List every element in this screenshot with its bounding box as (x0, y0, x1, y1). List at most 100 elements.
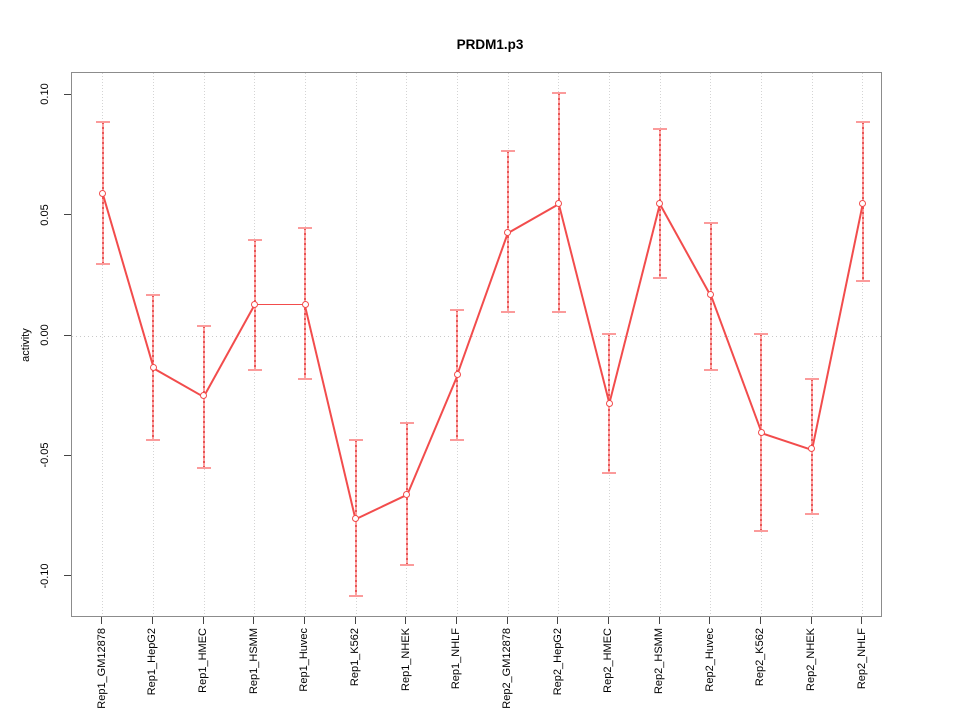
error-cap-upper (399, 421, 414, 424)
data-point-marker (605, 399, 613, 407)
x-tick-label: Rep2_NHEK (805, 628, 818, 691)
error-cap-lower (653, 277, 668, 280)
x-tick-label: Rep2_GM12878 (501, 628, 514, 709)
x-tick-label: Rep2_HMEC (602, 628, 615, 693)
x-tick-label: Rep1_HSMM (247, 628, 260, 695)
y-axis-title: activity (20, 328, 32, 362)
plot-area (71, 72, 882, 617)
error-cap-upper (298, 226, 313, 229)
grid-line-vertical (862, 73, 864, 616)
data-point-marker (200, 392, 208, 400)
line-segment (101, 193, 155, 368)
x-tick-label: Rep1_NHLF (450, 628, 463, 690)
grid-line-vertical (811, 73, 813, 616)
grid-line-vertical (507, 73, 509, 616)
x-axis-tick (506, 617, 508, 624)
error-cap-upper (551, 91, 566, 94)
x-axis-tick (557, 617, 559, 624)
grid-line-vertical (355, 73, 357, 616)
line-segment (405, 374, 459, 496)
error-cap-upper (501, 149, 516, 152)
x-tick-label: Rep2_HepG2 (551, 628, 564, 696)
line-segment (761, 431, 813, 450)
data-point-marker (706, 291, 714, 299)
error-cap-upper (450, 308, 465, 311)
y-tick-label: 0.05 (39, 203, 51, 226)
x-axis-tick (759, 617, 761, 624)
grid-line-vertical (406, 73, 408, 616)
error-cap-lower (703, 368, 718, 371)
error-cap-upper (146, 294, 161, 297)
data-point-marker (149, 363, 157, 371)
data-point-marker (352, 515, 360, 523)
x-tick-label: Rep2_K562 (754, 628, 767, 687)
x-axis-tick (303, 617, 305, 624)
error-cap-upper (754, 332, 769, 335)
error-cap-upper (703, 221, 718, 224)
x-axis-tick (405, 617, 407, 624)
error-cap-lower (805, 513, 820, 516)
error-cap-lower (197, 467, 212, 470)
x-tick-label: Rep2_Huvec (703, 628, 716, 692)
line-segment (709, 294, 763, 433)
error-cap-lower (450, 438, 465, 441)
x-axis-tick (101, 617, 103, 624)
x-axis-tick (607, 617, 609, 624)
x-tick-label: Rep2_NHLF (855, 628, 868, 690)
error-cap-lower (146, 438, 161, 441)
data-point-marker (504, 228, 512, 236)
line-segment (608, 203, 661, 404)
error-cap-upper (855, 120, 870, 123)
x-axis-tick (861, 617, 863, 624)
line-segment (507, 202, 560, 234)
y-axis-tick (64, 93, 71, 95)
error-cap-lower (551, 310, 566, 313)
grid-line-vertical (102, 73, 104, 616)
x-tick-label: Rep1_GM12878 (95, 628, 108, 709)
error-cap-lower (602, 472, 617, 475)
error-cap-upper (653, 127, 668, 130)
error-cap-lower (247, 368, 262, 371)
line-segment (811, 203, 864, 450)
x-axis-tick (253, 617, 255, 624)
error-cap-lower (298, 378, 313, 381)
line-segment (254, 303, 306, 306)
y-tick-label: 0.10 (39, 83, 51, 106)
data-point-marker (402, 491, 410, 499)
data-point-marker (301, 301, 309, 308)
zero-line (72, 335, 881, 337)
y-axis-tick (64, 334, 71, 336)
error-cap-lower (754, 529, 769, 532)
line-segment (152, 366, 205, 397)
x-axis-tick (709, 617, 711, 624)
y-tick-label: -0.10 (39, 563, 51, 589)
error-cap-upper (805, 378, 820, 381)
error-cap-lower (349, 594, 364, 597)
grid-line-vertical (558, 73, 560, 616)
data-point-marker (808, 445, 816, 453)
x-tick-label: Rep1_NHEK (399, 628, 412, 691)
error-cap-upper (247, 238, 262, 241)
x-axis-tick (455, 617, 457, 624)
y-axis-tick (64, 575, 71, 577)
line-segment (355, 494, 407, 520)
line-segment (456, 232, 509, 375)
chart-title: PRDM1.p3 (456, 37, 524, 52)
line-segment (659, 203, 712, 296)
error-cap-lower (855, 279, 870, 282)
line-segment (203, 304, 256, 397)
data-point-marker (250, 301, 258, 308)
data-point-marker (99, 190, 106, 198)
y-axis-tick (64, 214, 71, 216)
error-cap-lower (501, 310, 516, 313)
grid-line-vertical (659, 73, 661, 616)
x-tick-label: Rep1_HMEC (197, 628, 210, 693)
x-tick-label: Rep1_K562 (349, 628, 362, 687)
error-cap-upper (95, 120, 110, 123)
line-segment (304, 304, 357, 520)
error-cap-lower (95, 262, 110, 265)
error-cap-upper (349, 438, 364, 441)
data-point-marker (757, 428, 765, 436)
y-tick-label: 0.00 (39, 324, 51, 346)
